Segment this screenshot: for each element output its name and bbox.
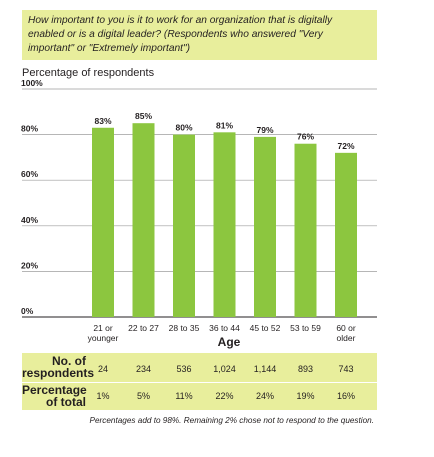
x-axis-title: Age	[218, 335, 241, 349]
x-tick-label: 53 to 59	[290, 323, 321, 333]
bar-value-label: 83%	[94, 116, 111, 126]
y-tick-label: 0%	[21, 306, 34, 316]
x-tick-label: 28 to 35	[169, 323, 200, 333]
x-tick-label: 45 to 52	[250, 323, 281, 333]
bar-value-label: 80%	[175, 123, 192, 133]
percent-cell: 11%	[175, 391, 193, 401]
bar	[335, 152, 357, 317]
respondents-label-line2: respondents	[22, 366, 95, 380]
bar-value-label: 79%	[256, 125, 273, 135]
percent-cell: 19%	[296, 391, 315, 401]
x-tick-label: 60 or	[336, 323, 356, 333]
respondents-label-line1: No. of	[52, 354, 86, 368]
x-tick-label: 21 or	[93, 323, 113, 333]
percent-label-line2: of total	[46, 395, 86, 409]
y-tick-label: 100%	[21, 80, 43, 88]
respondents-row-label: No. of respondents	[22, 354, 95, 380]
bar	[254, 136, 276, 317]
percent-cell: 5%	[136, 391, 150, 401]
x-tick-label: 22 to 27	[128, 323, 159, 333]
percent-row-label: Percentage of total	[22, 383, 87, 409]
y-tick-label: 60%	[21, 169, 38, 179]
bar-value-label: 76%	[297, 132, 314, 142]
percent-cell: 1%	[96, 391, 110, 401]
percent-cell: 16%	[336, 391, 355, 401]
bar-value-label: 85%	[135, 111, 152, 121]
bar	[132, 123, 155, 317]
percent-label-line1: Percentage	[22, 383, 87, 397]
y-axis-title: Percentage of respondents	[22, 67, 155, 79]
respondents-cell: 893	[297, 364, 314, 374]
respondents-cell: 536	[176, 364, 192, 374]
percent-cell: 24%	[255, 391, 274, 401]
percent-cell: 22%	[215, 391, 234, 401]
x-tick-label: younger	[88, 333, 119, 343]
y-tick-label: 40%	[21, 215, 38, 225]
question-box: How important to you is it to work for a…	[22, 10, 377, 60]
y-tick-label: 20%	[21, 260, 38, 270]
bar-value-label: 72%	[337, 141, 354, 151]
respondents-cell: 1,144	[253, 364, 277, 374]
respondents-cell: 743	[338, 364, 354, 374]
bar	[92, 127, 114, 317]
bar-chart: 0% 20% 40% 60% 80% 100% 83% 85% 80% 81% 79% 76% 72% 2…	[21, 80, 377, 349]
respondents-cell: 1,024	[213, 364, 236, 374]
percent-row-band	[22, 382, 377, 410]
bar-value-label: 81%	[216, 120, 233, 130]
x-tick-label: 36 to 44	[209, 323, 240, 333]
x-tick-label: older	[337, 333, 356, 343]
y-tick-label: 80%	[21, 124, 38, 134]
respondents-row-band	[22, 353, 377, 382]
bar	[294, 143, 317, 317]
footnote: Percentages add to 98%. Remaining 2% cho…	[89, 416, 374, 425]
respondents-cell: 24	[97, 364, 108, 374]
bar	[173, 134, 195, 317]
bar	[213, 132, 236, 317]
survey-question: How important to you is it to work for a…	[28, 15, 333, 54]
respondents-cell: 234	[135, 364, 152, 374]
